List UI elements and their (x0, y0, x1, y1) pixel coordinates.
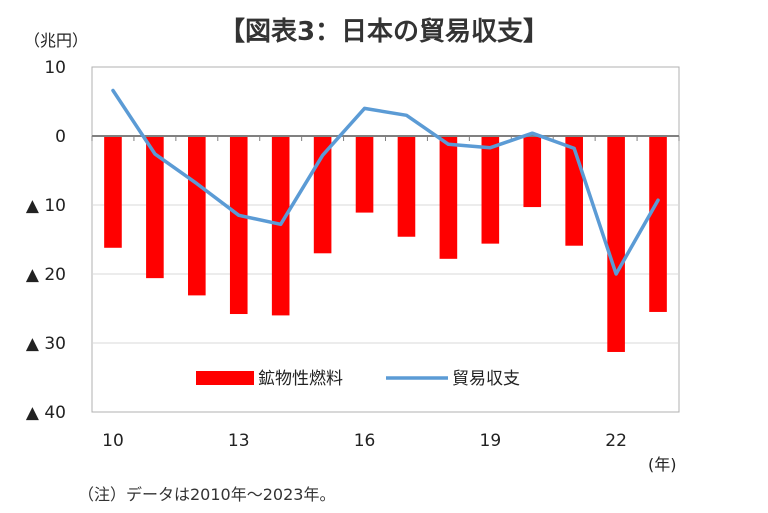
x-tick-label: 13 (228, 431, 250, 451)
chart-title: 【図表3：日本の貿易収支】 (219, 17, 549, 47)
y-tick-label: 0 (55, 127, 66, 147)
fuel-bar (397, 136, 416, 237)
chart-note: （注）データは2010年～2023年。 (78, 485, 335, 504)
x-tick-label: 16 (354, 431, 376, 451)
fuel-bar (146, 136, 164, 279)
x-axis-unit: (年) (648, 455, 677, 474)
x-axis-tick-labels: 10 13 16 19 22 (102, 431, 627, 451)
y-tick-label: ▲ 30 (26, 334, 66, 354)
fuel-bar (439, 136, 458, 259)
x-axis-ticks (91, 136, 680, 141)
plot-area (91, 66, 680, 413)
fuel-bar (104, 136, 122, 248)
y-tick-label: ▲ 20 (26, 265, 66, 285)
y-tick-label: 10 (44, 58, 66, 78)
bar-series-fuel (104, 136, 667, 352)
line-series-trade-balance (111, 88, 660, 276)
fuel-bar (649, 136, 667, 312)
gridlines (92, 204, 679, 344)
y-axis-unit: （兆円） (24, 31, 88, 50)
y-axis-tick-labels: 10 0 ▲ 10 ▲ 20 ▲ 30 ▲ 40 (26, 58, 66, 423)
x-tick-label: 10 (102, 431, 124, 451)
fuel-bar (523, 136, 542, 208)
legend-label-fuel: 鉱物性燃料 (258, 369, 343, 389)
legend-swatch-fuel (196, 371, 254, 385)
fuel-bar (229, 136, 248, 315)
legend: 鉱物性燃料 貿易収支 (196, 369, 520, 389)
x-tick-label: 19 (480, 431, 502, 451)
fuel-bar (355, 136, 374, 213)
fuel-bar (607, 136, 625, 352)
x-tick-label: 22 (605, 431, 627, 451)
y-tick-label: ▲ 10 (26, 196, 66, 216)
fuel-bar (188, 136, 206, 296)
legend-label-trade-balance: 貿易収支 (452, 369, 520, 389)
fuel-bar (481, 136, 500, 244)
y-tick-label: ▲ 40 (26, 403, 66, 423)
